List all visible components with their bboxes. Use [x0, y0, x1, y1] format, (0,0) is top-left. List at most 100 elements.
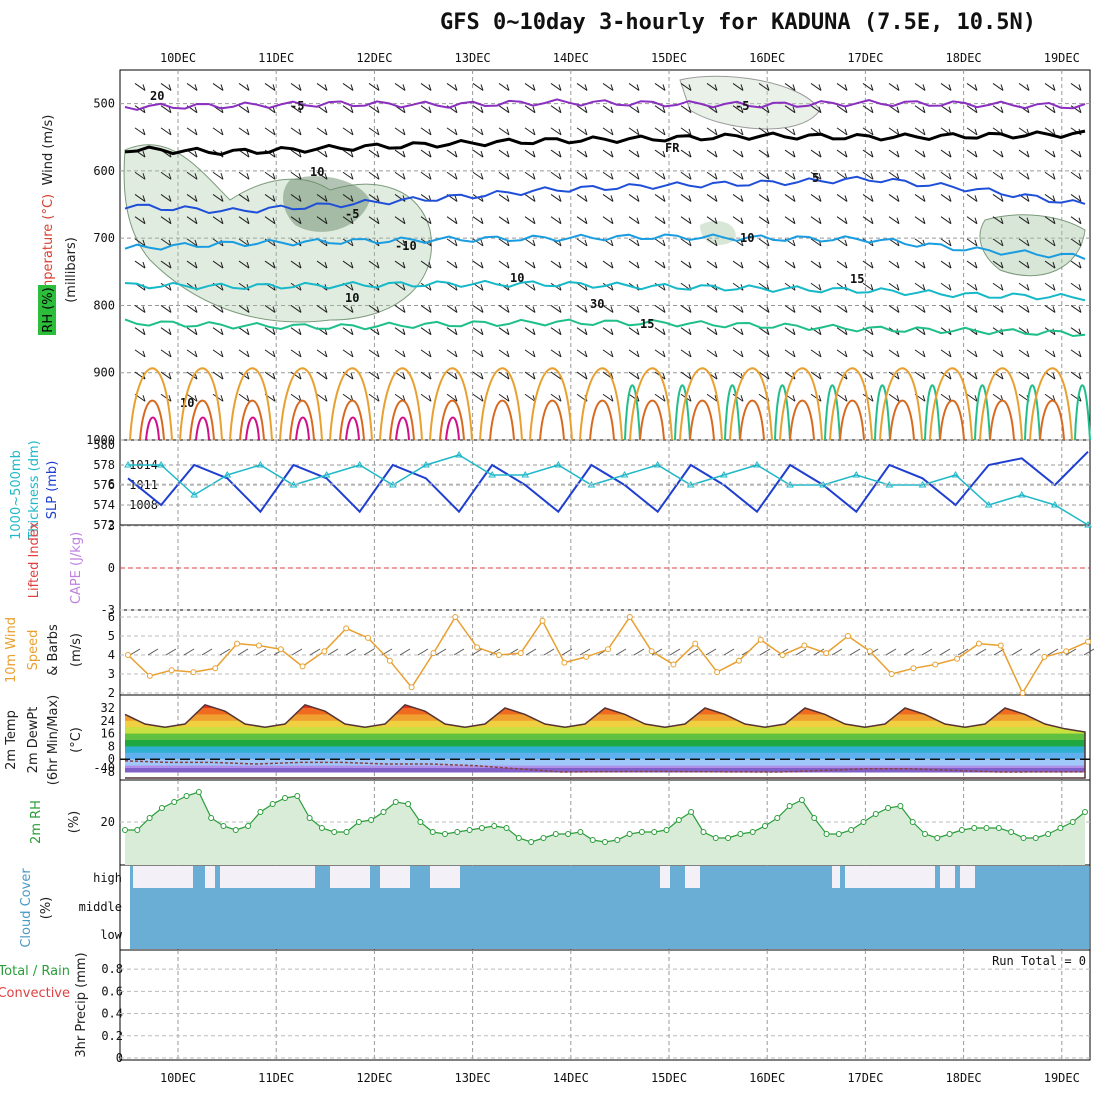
wind-barb-shaft — [1018, 149, 1030, 158]
wind-barb-shaft — [290, 260, 302, 269]
thickness-marker — [455, 451, 463, 458]
isotherm-35-bulb — [295, 416, 310, 441]
wind-barb-shaft — [316, 194, 328, 202]
wind-barb-shaft — [914, 371, 926, 380]
wind-barb-flag — [662, 128, 666, 136]
wind-barb — [316, 305, 328, 313]
wind-barb-flag — [168, 350, 172, 358]
wind-barb-shaft — [576, 349, 588, 358]
wind-barb-shaft — [628, 194, 640, 202]
wind-barb-flag — [688, 217, 692, 224]
wind-barb-shaft — [1070, 305, 1082, 313]
wind-barb-shaft — [134, 327, 146, 336]
wind-barb — [160, 327, 172, 336]
wind-barb — [940, 260, 952, 269]
wind-barb-flag — [350, 372, 354, 380]
wind10-marker — [823, 650, 830, 657]
wind-barb-flag — [610, 106, 614, 113]
wind-barb — [1018, 216, 1030, 225]
isotherm-25-bulb — [1029, 367, 1073, 441]
wind-barb-flag — [974, 173, 978, 180]
wind-barb-flag — [844, 350, 848, 358]
wind-barb — [836, 393, 848, 402]
wind-barb-shaft — [914, 194, 926, 202]
wind-barb-flag — [454, 239, 458, 247]
wind-barb-flag — [1000, 261, 1004, 269]
wind-barb-shaft — [160, 349, 172, 358]
wind-barb — [940, 171, 952, 180]
rh-marker — [318, 825, 325, 831]
wind-barb-flag — [350, 306, 354, 313]
wind-barb-shaft — [862, 371, 874, 380]
wind-barb — [1070, 371, 1082, 380]
wind-barb-flag — [246, 195, 250, 202]
wind-barb-flag — [610, 328, 614, 335]
wind-barb-flag — [350, 328, 354, 335]
wind-barb-shaft — [992, 305, 1004, 313]
wind-barb — [1070, 282, 1082, 291]
wind-barb-flag — [142, 150, 146, 158]
rh-marker — [331, 829, 338, 835]
wind-barb — [134, 216, 146, 225]
wind-barb — [758, 371, 770, 380]
wind-barb — [758, 260, 770, 269]
wind-barb-shaft — [342, 149, 354, 158]
wind-barb-flag — [324, 350, 328, 358]
wind-barb-shaft — [550, 305, 562, 313]
wind-barb — [628, 83, 640, 91]
wind-barb — [238, 171, 250, 180]
wind-barb-shaft — [394, 371, 406, 380]
wind-barb-shaft — [446, 327, 458, 336]
contour-label: 15 — [850, 272, 864, 286]
wind-barb-flag — [246, 372, 250, 380]
rh-marker — [195, 789, 202, 795]
wind-barb — [576, 216, 588, 225]
wind-barb-shaft — [472, 149, 484, 158]
wind-barb-shaft — [368, 83, 380, 91]
wind-barb-shaft — [212, 327, 224, 336]
rh-marker — [762, 823, 768, 829]
wind-barb-shaft — [316, 149, 328, 158]
wind-barb-flag — [870, 84, 874, 91]
wind-barb-shaft — [134, 260, 146, 269]
wind-barb-flag — [818, 284, 822, 291]
wind-barb-shaft — [706, 216, 718, 225]
wind-barb — [680, 305, 692, 313]
rh-marker — [1069, 819, 1076, 825]
wind-barb — [186, 216, 198, 225]
wind10-marker — [190, 669, 197, 676]
wind-barb-shaft — [316, 127, 328, 136]
wind-barb-flag — [142, 328, 146, 335]
wind-barb — [628, 127, 640, 136]
wind10-marker — [386, 657, 393, 664]
wind-barb-flag — [220, 350, 224, 358]
isotherm-20 — [124, 318, 1086, 338]
wind-barb-shaft — [1044, 83, 1056, 91]
wind-barb-shaft — [550, 327, 562, 336]
wind-barb-flag — [220, 84, 224, 91]
wind10-marker — [866, 648, 873, 655]
wind-barb-flag — [870, 261, 874, 269]
wind-barb-shaft — [498, 305, 510, 313]
temp-tick: 8 — [108, 739, 115, 753]
wind-barb — [290, 83, 302, 91]
wind-barb-flag — [766, 284, 770, 291]
wind-barb-flag — [350, 150, 354, 158]
wind-barb-shaft — [264, 371, 276, 380]
wind-barb-shaft — [1044, 238, 1056, 247]
wind-barb-shaft — [368, 305, 380, 313]
wind-barb-flag — [1000, 306, 1004, 313]
wind-barb-flag — [194, 350, 198, 358]
wind-barb-flag — [142, 239, 146, 247]
isotherm-20-bulb — [874, 384, 891, 441]
wind-barb — [290, 216, 302, 225]
wind-barb-shaft — [784, 216, 796, 225]
wind-barb — [498, 327, 510, 336]
wind-barb — [654, 149, 666, 158]
wind-barb — [810, 260, 822, 269]
wind-barb-shaft — [914, 327, 926, 336]
wind-barb — [914, 216, 926, 225]
wind-barb-shaft — [550, 371, 562, 380]
wind-barb-flag — [818, 350, 822, 358]
wind-barb-flag — [272, 395, 276, 402]
